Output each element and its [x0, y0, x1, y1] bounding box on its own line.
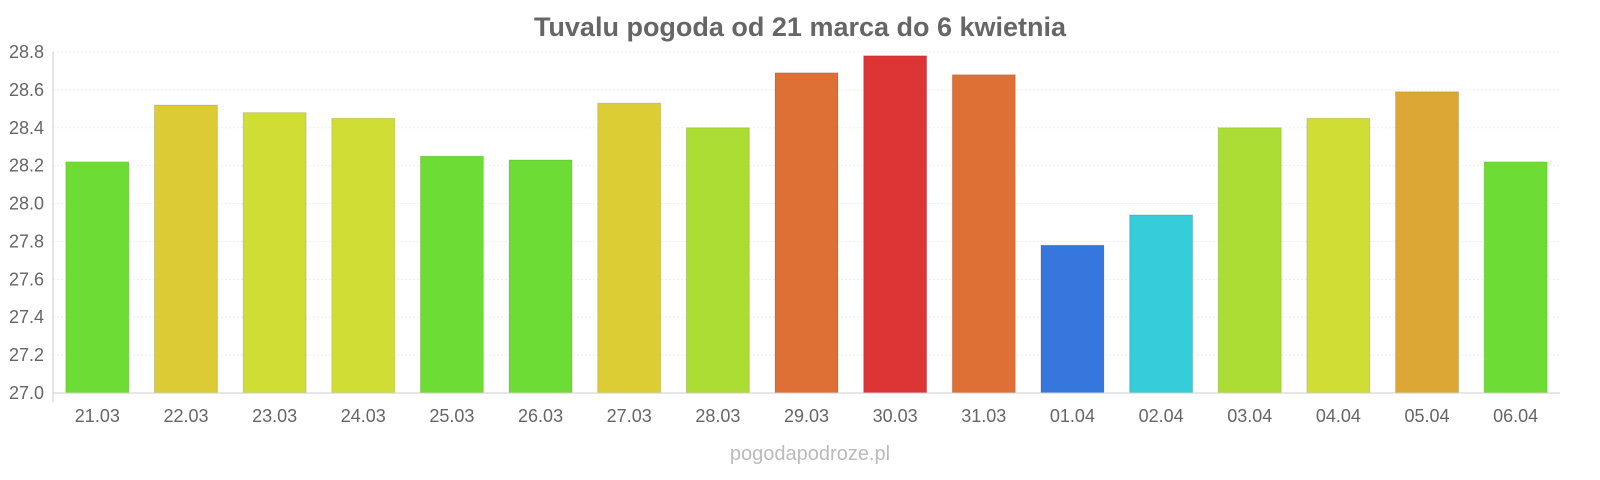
bar-04.04 [1306, 117, 1371, 394]
x-tick-label: 21.03 [75, 406, 120, 426]
bar-01.04 [1040, 244, 1105, 394]
bar-22.03 [153, 104, 218, 394]
y-tick-label: 27.6 [9, 269, 44, 289]
bar-24.03 [331, 117, 396, 394]
bar-06.04 [1483, 161, 1548, 394]
bar-02.04 [1129, 214, 1194, 394]
y-tick-label: 28.0 [9, 194, 44, 214]
y-tick-label: 28.4 [9, 118, 44, 138]
x-tick-label: 05.04 [1405, 406, 1450, 426]
x-tick-label: 01.04 [1050, 406, 1095, 426]
bar-28.03 [685, 127, 750, 394]
x-tick-label: 31.03 [961, 406, 1006, 426]
x-tick-label: 02.04 [1139, 406, 1184, 426]
chart-title: Tuvalu pogoda od 21 marca do 6 kwietnia [534, 12, 1067, 42]
x-tick-label: 30.03 [873, 406, 918, 426]
x-tick-label: 24.03 [341, 406, 386, 426]
x-tick-label: 26.03 [518, 406, 563, 426]
x-tick-label: 06.04 [1493, 406, 1538, 426]
x-tick-label: 29.03 [784, 406, 829, 426]
bar-30.03 [863, 55, 928, 394]
x-tick-label: 23.03 [252, 406, 297, 426]
bar-27.03 [597, 102, 662, 394]
x-tick-label: 25.03 [429, 406, 474, 426]
y-tick-label: 27.4 [9, 307, 44, 327]
bar-29.03 [774, 72, 839, 394]
y-tick-label: 28.6 [9, 80, 44, 100]
bar-05.04 [1395, 91, 1460, 394]
bar-03.04 [1217, 127, 1282, 394]
x-tick-label: 22.03 [163, 406, 208, 426]
x-tick-label: 28.03 [695, 406, 740, 426]
bar-21.03 [65, 161, 130, 394]
y-tick-label: 27.8 [9, 231, 44, 251]
bar-23.03 [242, 112, 307, 394]
x-tick-label: 03.04 [1227, 406, 1272, 426]
bar-26.03 [508, 159, 573, 394]
y-tick-label: 28.2 [9, 156, 44, 176]
y-tick-label: 27.2 [9, 345, 44, 365]
credit-text: pogodapodroze.pl [730, 443, 890, 465]
bar-25.03 [419, 155, 484, 394]
bar-31.03 [951, 74, 1016, 394]
y-tick-label: 28.8 [9, 42, 44, 62]
x-tick-label: 04.04 [1316, 406, 1361, 426]
x-tick-label: 27.03 [607, 406, 652, 426]
y-tick-label: 27.0 [9, 383, 44, 403]
